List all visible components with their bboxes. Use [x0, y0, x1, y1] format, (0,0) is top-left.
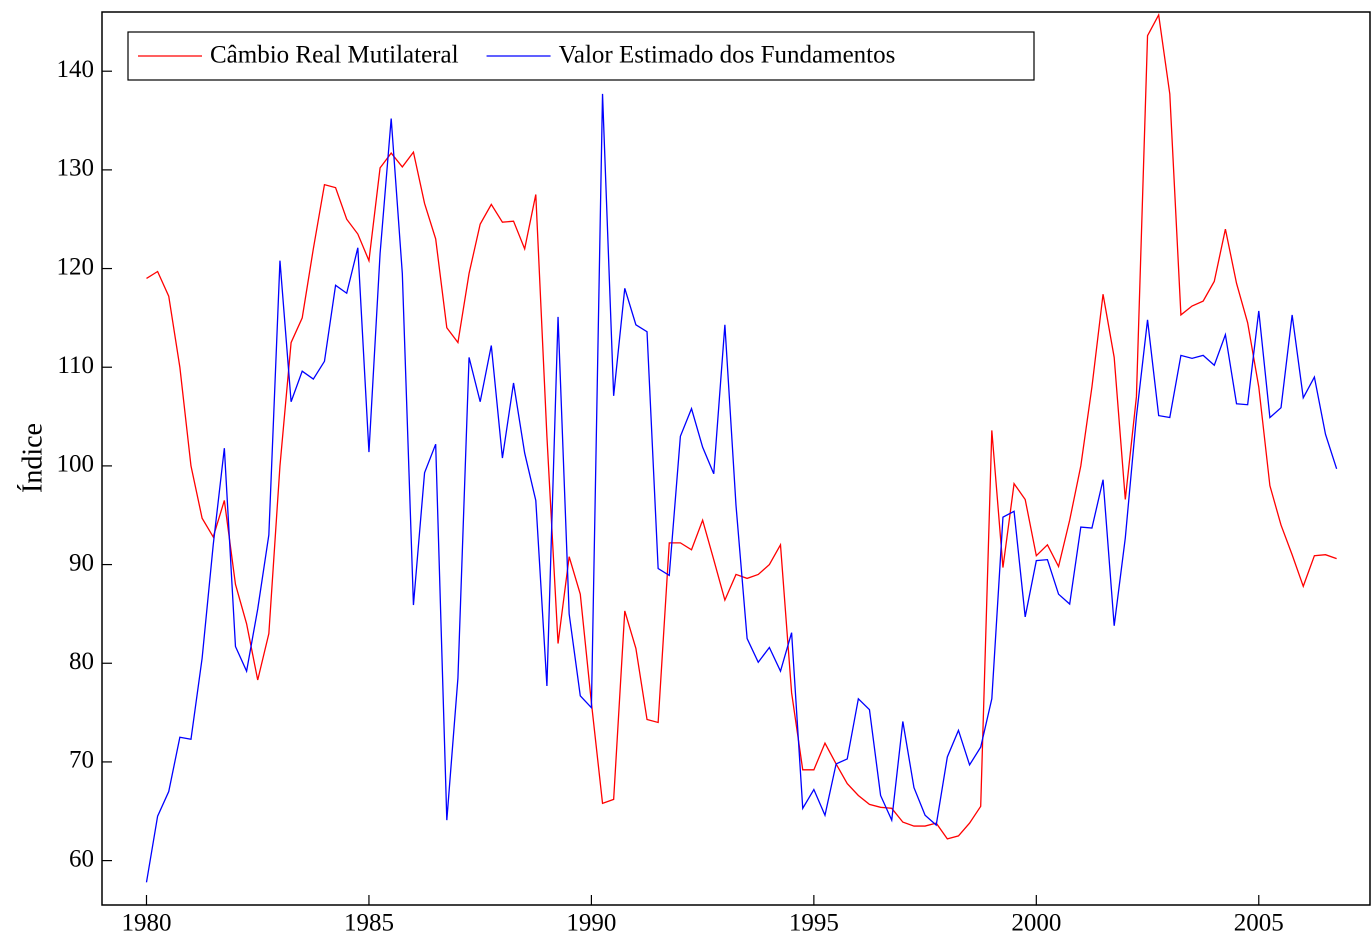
x-tick-label: 1995 [789, 910, 839, 937]
x-tick-label: 2000 [1011, 910, 1061, 937]
y-tick-label: 60 [69, 845, 94, 872]
y-tick-label: 140 [57, 56, 95, 83]
y-tick-label: 120 [57, 253, 95, 280]
y-tick-label: 130 [57, 155, 95, 182]
series-line [146, 12, 1337, 840]
x-tick-label: 1980 [121, 910, 171, 937]
y-tick-label: 80 [69, 648, 94, 675]
y-tick-label: 90 [69, 549, 94, 576]
legend-label: Câmbio Real Mutilateral [210, 42, 459, 69]
x-tick-label: 1990 [566, 910, 616, 937]
x-tick-label: 2005 [1234, 910, 1284, 937]
plot-frame [101, 11, 1371, 906]
x-tick-label: 1985 [344, 910, 394, 937]
y-axis-label: Índice [17, 423, 48, 493]
legend-label: Valor Estimado dos Fundamentos [559, 42, 896, 69]
series-line [145, 93, 1338, 883]
y-tick-label: 110 [57, 352, 94, 379]
y-tick-label: 70 [69, 747, 94, 774]
legend-box [127, 31, 1035, 81]
y-tick-label: 100 [57, 451, 95, 478]
